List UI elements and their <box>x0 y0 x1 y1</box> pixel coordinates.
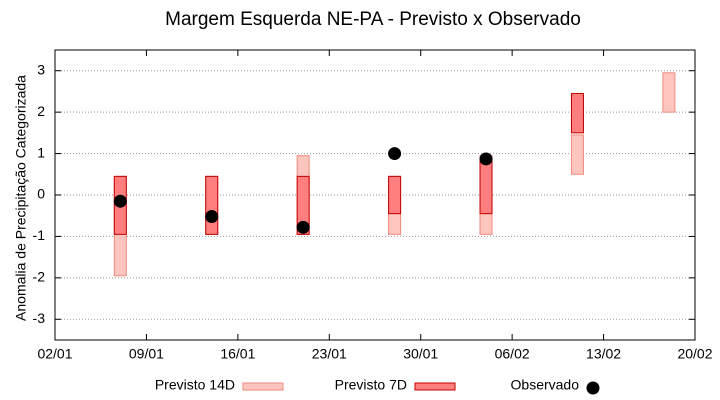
x-tick-label: 16/01 <box>220 346 255 362</box>
range-bar <box>388 175 402 215</box>
observed-point <box>296 220 310 234</box>
legend-label: Observado <box>511 377 580 393</box>
range-bar <box>570 93 584 134</box>
y-tick-label: -1 <box>33 227 46 243</box>
legend-swatch <box>242 382 284 391</box>
legend-swatch <box>586 381 600 395</box>
y-tick-label: -2 <box>33 269 46 285</box>
x-tick-label: 02/01 <box>37 346 72 362</box>
range-bar <box>296 175 310 235</box>
x-tick-label: 06/02 <box>495 346 530 362</box>
range-bar <box>662 72 676 113</box>
legend-label: Previsto 14D <box>155 377 235 393</box>
y-axis-label: Anomalia de Precipitação Categorizada <box>13 75 29 321</box>
y-tick-label: 0 <box>37 186 45 202</box>
range-bar <box>205 175 219 235</box>
observed-point <box>479 152 493 166</box>
y-tick-label: -3 <box>33 310 46 326</box>
legend-swatch <box>414 382 456 391</box>
range-bar <box>570 134 584 175</box>
y-tick-label: 3 <box>37 61 45 77</box>
range-bar <box>479 157 493 215</box>
x-tick-label: 20/02 <box>677 346 712 362</box>
observed-point <box>113 194 127 208</box>
legend-label: Previsto 7D <box>335 377 407 393</box>
observed-point <box>205 210 219 224</box>
x-tick-label: 30/01 <box>403 346 438 362</box>
x-tick-label: 23/01 <box>312 346 347 362</box>
chart-title: Margem Esquerda NE-PA - Previsto x Obser… <box>165 9 581 30</box>
y-tick-label: 1 <box>37 144 45 160</box>
observed-point <box>388 147 402 161</box>
x-tick-label: 09/01 <box>129 346 164 362</box>
y-tick-label: 2 <box>37 103 45 119</box>
x-tick-label: 13/02 <box>586 346 621 362</box>
